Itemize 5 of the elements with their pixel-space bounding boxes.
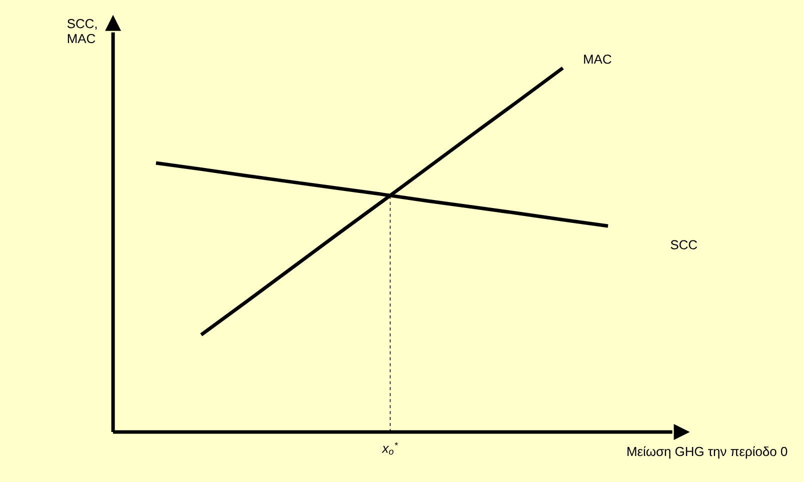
text: SCC xyxy=(670,240,698,250)
y-axis-title: SCC, MAC xyxy=(67,19,97,44)
x-axis-title: Μείωση GHG την περίοδο 0 xyxy=(628,446,788,459)
series-label: MAC xyxy=(584,54,612,64)
text: x$_{o}$* xyxy=(382,442,398,455)
